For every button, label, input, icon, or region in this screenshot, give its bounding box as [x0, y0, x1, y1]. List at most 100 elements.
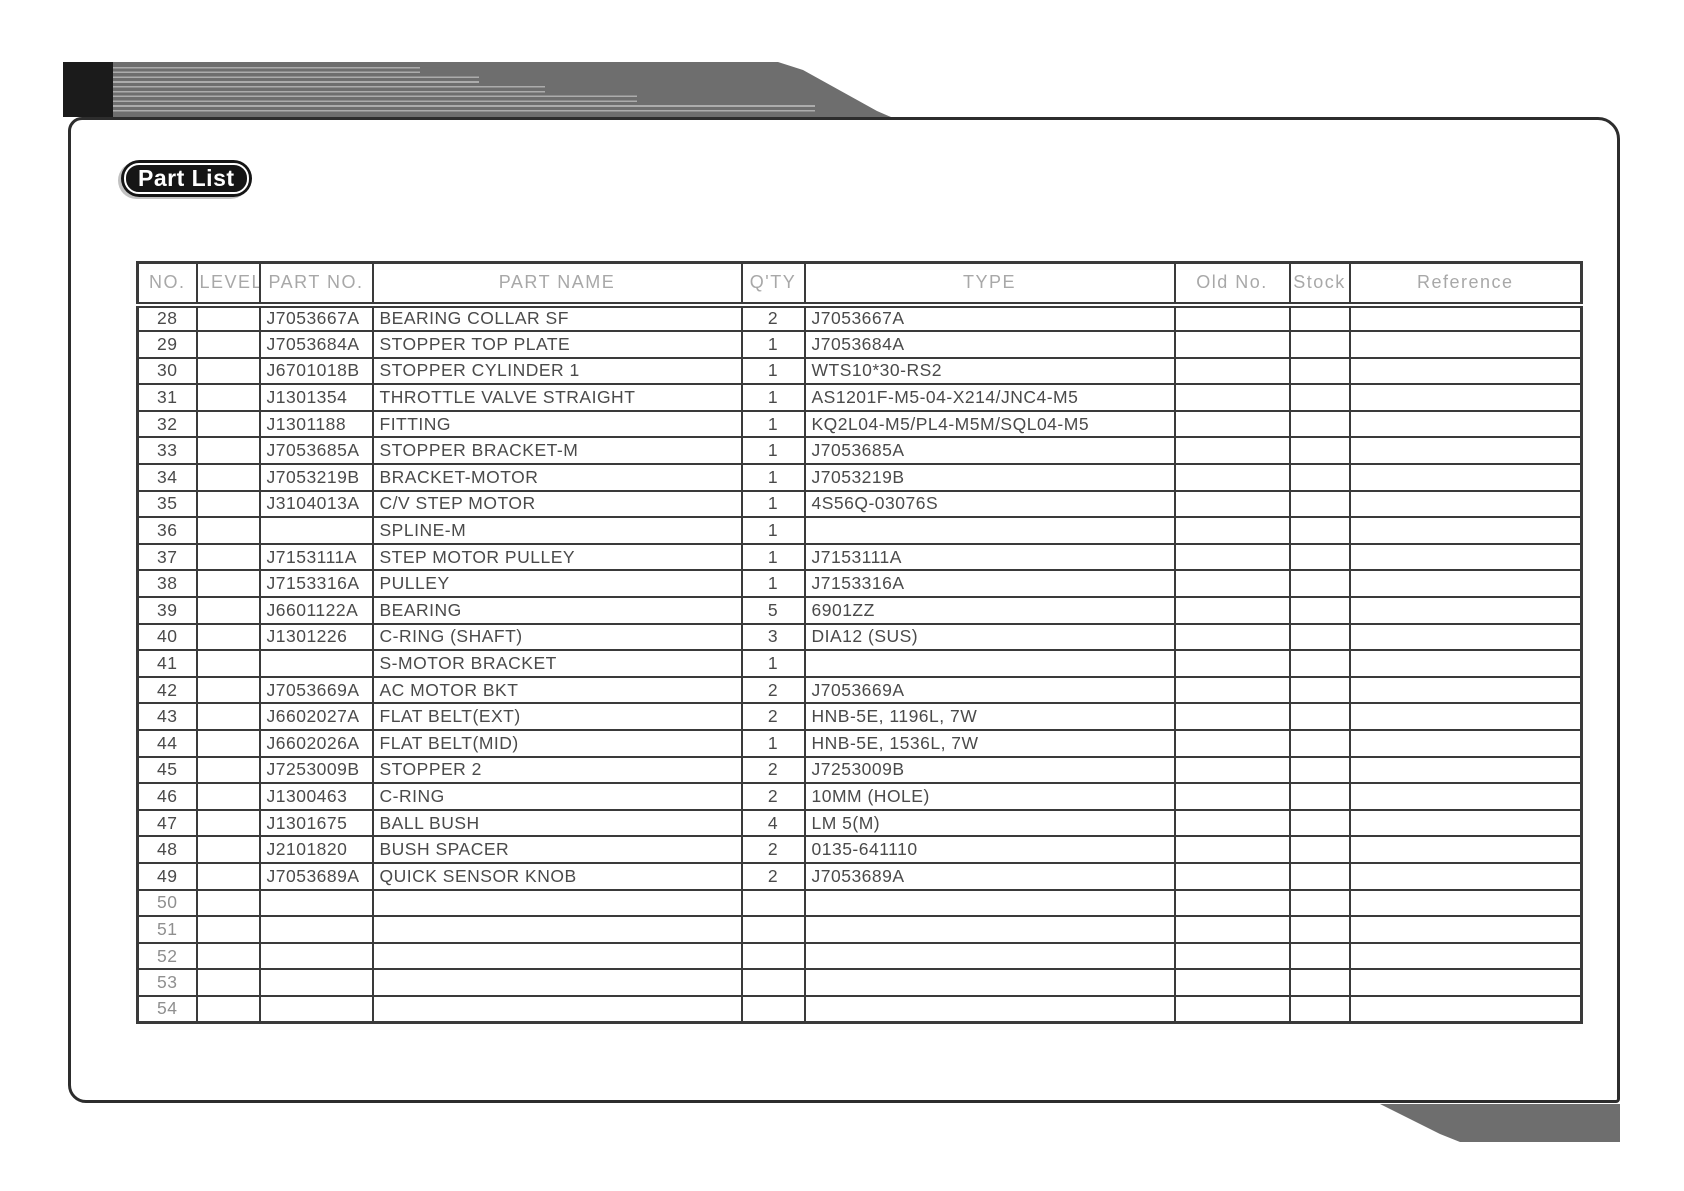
cell-qty: 2 [740, 835, 806, 864]
cell-qty: 5 [740, 596, 806, 625]
table-row: 41 S-MOTOR BRACKET 1 [136, 649, 1583, 678]
cell-stock [1288, 675, 1351, 705]
table-row: 46 J1300463 C-RING 2 10MM (HOLE) [136, 782, 1583, 811]
cell-old-no [1173, 383, 1291, 412]
cell-old-no [1173, 994, 1291, 1024]
cell-part-name: STOPPER 2 [371, 755, 743, 785]
table-header-row: NO. LEVEL PART NO. PART NAME Q'TY TYPE O… [136, 261, 1583, 308]
cell-qty: 2 [740, 782, 806, 811]
cell-type: 4S56Q-03076S [803, 489, 1176, 519]
cell-part-name: PULLEY [371, 569, 743, 599]
cell-no: 44 [136, 729, 198, 758]
cell-stock [1288, 383, 1351, 412]
cell-no: 49 [136, 861, 198, 891]
cell-part-name: SPLINE-M [371, 516, 743, 545]
cell-part-no: J7053689A [258, 861, 374, 891]
table-row: 52 [136, 941, 1583, 971]
cell-part-no: J7053684A [258, 330, 374, 359]
cell-qty: 2 [740, 675, 806, 705]
cell-qty [740, 941, 806, 971]
table-row: 32 J1301188 FITTING 1 KQ2L04-M5/PL4-M5M/… [136, 409, 1583, 439]
cell-no: 51 [136, 915, 198, 944]
cell-qty: 1 [740, 516, 806, 545]
cell-qty: 1 [740, 383, 806, 412]
cell-qty: 2 [740, 861, 806, 891]
cell-qty: 1 [740, 356, 806, 386]
cell-old-no [1173, 436, 1291, 466]
cell-no: 37 [136, 542, 198, 572]
cell-level [195, 755, 261, 785]
cell-old-no [1173, 702, 1291, 731]
cell-no: 50 [136, 888, 198, 918]
page-sheet: Part List NO. LEVEL PART NO. PART NAME Q… [68, 117, 1620, 1103]
cell-level [195, 861, 261, 891]
table-row: 40 J1301226 C-RING (SHAFT) 3 DIA12 (SUS) [136, 622, 1583, 652]
cell-reference [1348, 755, 1583, 785]
cell-old-no [1173, 941, 1291, 971]
cell-part-no: J7253009B [258, 755, 374, 785]
cell-qty: 1 [740, 436, 806, 466]
cell-old-no [1173, 463, 1291, 492]
cell-level [195, 409, 261, 439]
cell-reference [1348, 888, 1583, 918]
table-row: 30 J6701018B STOPPER CYLINDER 1 1 WTS10*… [136, 356, 1583, 386]
cell-part-name [371, 888, 743, 918]
cell-stock [1288, 542, 1351, 572]
cell-no: 45 [136, 755, 198, 785]
cell-no: 46 [136, 782, 198, 811]
cell-level [195, 782, 261, 811]
table-row: 39 J6601122A BEARING 5 6901ZZ [136, 596, 1583, 625]
cell-old-no [1173, 542, 1291, 572]
cell-type [803, 516, 1176, 545]
cell-old-no [1173, 569, 1291, 599]
cell-no: 41 [136, 649, 198, 678]
cell-old-no [1173, 356, 1291, 386]
cell-part-no [258, 649, 374, 678]
part-table-body: 28 J7053667A BEARING COLLAR SF 2 J705366… [136, 303, 1583, 1024]
cell-part-no: J6602026A [258, 729, 374, 758]
cell-level [195, 622, 261, 652]
cell-part-no: J7053669A [258, 675, 374, 705]
cell-part-name: AC MOTOR BKT [371, 675, 743, 705]
cell-level [195, 542, 261, 572]
cell-reference [1348, 675, 1583, 705]
cell-type: J7053684A [803, 330, 1176, 359]
cell-reference [1348, 303, 1583, 333]
cell-part-no: J6602027A [258, 702, 374, 731]
cell-level [195, 436, 261, 466]
cell-stock [1288, 782, 1351, 811]
cell-part-name: STOPPER CYLINDER 1 [371, 356, 743, 386]
cell-old-no [1173, 915, 1291, 944]
cell-stock [1288, 835, 1351, 864]
cell-reference [1348, 968, 1583, 997]
cell-type: KQ2L04-M5/PL4-M5M/SQL04-M5 [803, 409, 1176, 439]
cell-qty: 1 [740, 569, 806, 599]
cell-part-no: J2101820 [258, 835, 374, 864]
table-row: 34 J7053219B BRACKET-MOTOR 1 J7053219B [136, 463, 1583, 492]
cell-stock [1288, 489, 1351, 519]
cell-type [803, 915, 1176, 944]
cell-type: J7253009B [803, 755, 1176, 785]
cell-reference [1348, 915, 1583, 944]
cell-no: 47 [136, 808, 198, 838]
cell-type: HNB-5E, 1536L, 7W [803, 729, 1176, 758]
cell-old-no [1173, 835, 1291, 864]
cell-stock [1288, 409, 1351, 439]
cell-part-no: J1300463 [258, 782, 374, 811]
cell-reference [1348, 808, 1583, 838]
cell-part-name: THROTTLE VALVE STRAIGHT [371, 383, 743, 412]
cell-reference [1348, 941, 1583, 971]
cell-part-no: J3104013A [258, 489, 374, 519]
table-row: 29 J7053684A STOPPER TOP PLATE 1 J705368… [136, 330, 1583, 359]
table-row: 37 J7153111A STEP MOTOR PULLEY 1 J715311… [136, 542, 1583, 572]
cell-part-name: BALL BUSH [371, 808, 743, 838]
cell-stock [1288, 569, 1351, 599]
cell-reference [1348, 596, 1583, 625]
cell-stock [1288, 463, 1351, 492]
cell-no: 43 [136, 702, 198, 731]
cell-type: J7053669A [803, 675, 1176, 705]
table-row: 28 J7053667A BEARING COLLAR SF 2 J705366… [136, 303, 1583, 333]
table-row: 50 [136, 888, 1583, 918]
cell-stock [1288, 436, 1351, 466]
cell-stock [1288, 915, 1351, 944]
